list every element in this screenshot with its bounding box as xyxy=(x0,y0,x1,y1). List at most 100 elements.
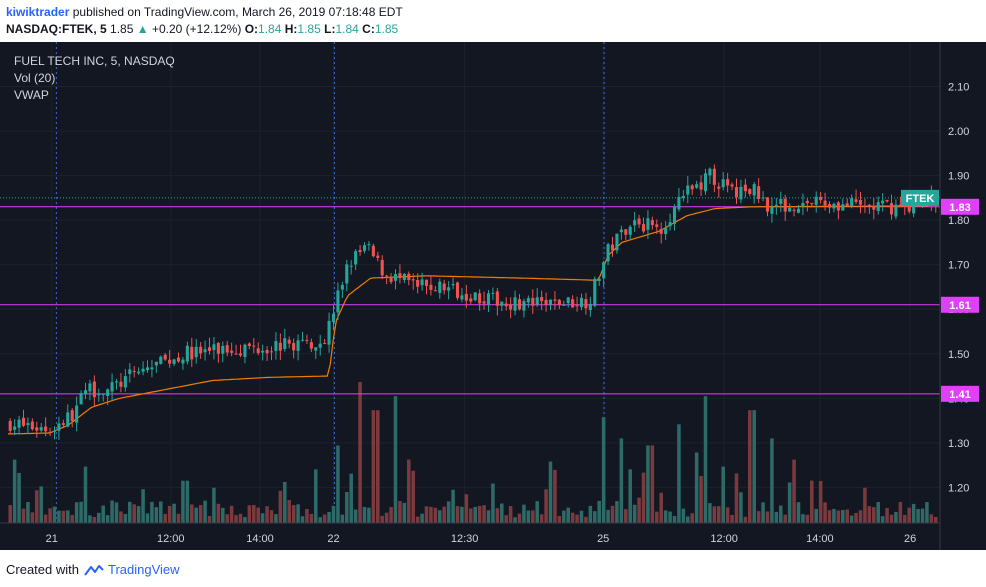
publisher-username[interactable]: kiwiktrader xyxy=(6,5,70,19)
candle-body xyxy=(172,359,176,364)
candle-body xyxy=(579,297,584,308)
candle-body xyxy=(181,359,185,364)
candle-body xyxy=(176,357,181,362)
volume-bar xyxy=(531,510,535,523)
candle-body xyxy=(323,343,327,345)
volume-bar xyxy=(415,516,420,523)
price-tick-label: 2.10 xyxy=(948,82,969,94)
candle-body xyxy=(278,342,282,351)
volume-bar xyxy=(411,470,415,523)
tradingview-brand[interactable]: TradingView xyxy=(107,562,180,577)
volume-bar xyxy=(867,506,872,523)
volume-bar xyxy=(482,505,486,523)
time-tick-label: 22 xyxy=(327,533,339,545)
volume-bar xyxy=(663,510,668,523)
volume-bar xyxy=(672,515,677,523)
level-badge-label: 1.61 xyxy=(949,300,970,312)
published-text: published on TradingView.com, March 26, … xyxy=(72,5,403,19)
candle-body xyxy=(584,299,588,309)
volume-bar xyxy=(863,487,867,523)
volume-bar xyxy=(770,438,774,523)
volume-bar xyxy=(876,502,880,523)
level-badge xyxy=(941,296,979,313)
candle-body xyxy=(230,350,234,353)
volume-bar xyxy=(477,505,482,523)
price-axis[interactable]: 2.102.001.901.801.701.601.501.401.301.20 xyxy=(948,82,969,495)
time-tick-label: 26 xyxy=(904,533,916,545)
volume-bar xyxy=(641,472,646,523)
volume-bar xyxy=(907,507,911,523)
candle-body xyxy=(575,305,579,307)
volume-bar xyxy=(872,507,876,523)
candle-body xyxy=(633,220,637,226)
price-change: +0.20 (+12.12%) xyxy=(151,22,242,36)
time-tick-label: 21 xyxy=(46,533,58,545)
volume-bar xyxy=(247,505,252,523)
candle-body xyxy=(690,185,694,190)
volume-bar xyxy=(225,514,229,523)
candle-body xyxy=(810,203,814,205)
volume-bar xyxy=(526,510,531,523)
volume-bar xyxy=(539,514,544,523)
candle-body xyxy=(371,245,375,257)
candle-body xyxy=(52,430,57,432)
volume-bar xyxy=(216,503,221,523)
price-chart[interactable]: 2.102.001.901.801.701.601.501.401.301.20… xyxy=(0,42,986,550)
candle-body xyxy=(44,426,48,432)
candle-body xyxy=(70,410,74,422)
volume-bar xyxy=(433,507,438,523)
volume-bar xyxy=(650,445,655,523)
volume-bar xyxy=(185,480,190,523)
time-tick-label: 12:00 xyxy=(710,533,738,545)
volume-bar xyxy=(925,502,929,523)
volume-bar xyxy=(362,506,367,523)
volume-bar xyxy=(451,489,455,523)
volume-bar xyxy=(898,501,903,523)
candle-body xyxy=(256,348,260,354)
vwap-path xyxy=(8,205,929,435)
candle-body xyxy=(819,196,823,201)
candle-body xyxy=(619,229,623,233)
volume-bar xyxy=(154,507,159,523)
volume-bar xyxy=(792,459,796,523)
volume-bar xyxy=(150,501,154,523)
candle-body xyxy=(748,189,752,195)
created-with-text: Created with xyxy=(6,562,79,577)
volume-bar xyxy=(739,492,743,523)
volume-bar xyxy=(801,514,805,523)
volume-bar xyxy=(269,510,274,523)
volume-bar xyxy=(761,502,765,523)
volume-bar xyxy=(97,512,101,523)
price-tick-label: 2.00 xyxy=(948,126,969,138)
candle-body xyxy=(509,304,513,310)
candle-body xyxy=(101,393,105,395)
candle-body xyxy=(66,412,70,427)
candle-body xyxy=(646,218,650,230)
volume-bar xyxy=(376,410,380,523)
candle-body xyxy=(137,371,141,374)
candle-body xyxy=(850,198,854,207)
volume-bar xyxy=(699,476,703,523)
candle-body xyxy=(247,343,251,346)
candle-body xyxy=(783,198,787,212)
volume-bar xyxy=(584,516,588,523)
volume-bar xyxy=(796,502,801,523)
grid xyxy=(0,42,940,523)
candle-body xyxy=(274,341,278,352)
candle-body xyxy=(221,345,225,354)
volume-bar xyxy=(305,508,309,523)
volume-bar xyxy=(615,501,619,523)
candle-body xyxy=(225,345,229,353)
volume-bar xyxy=(854,512,858,523)
candle-body xyxy=(114,381,119,383)
volume-bar xyxy=(66,510,70,523)
volume-bar xyxy=(30,512,35,523)
volume-bar xyxy=(132,504,136,523)
candle-body xyxy=(424,279,429,286)
time-axis[interactable]: 21 12:00 14:00 22 12:30 25 12:00 14:00 26 xyxy=(46,533,917,545)
volume-bar xyxy=(238,513,243,523)
candle-body xyxy=(814,196,818,205)
candle-body xyxy=(442,283,446,291)
volume-bar xyxy=(353,509,358,523)
volume-bar xyxy=(21,508,26,523)
